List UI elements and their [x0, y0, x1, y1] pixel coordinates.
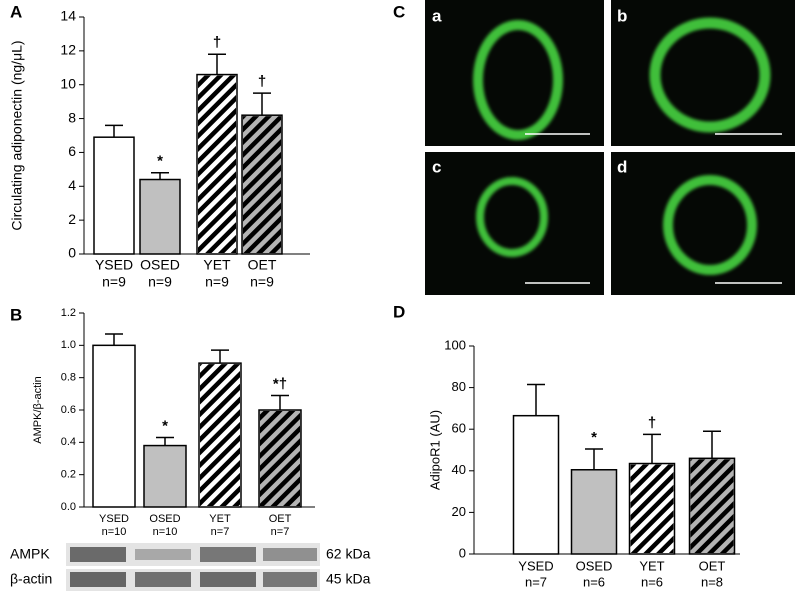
blot-size: 45 kDa	[326, 571, 371, 587]
n-label: n=9	[102, 274, 126, 290]
y-tick-label: 0.2	[61, 469, 76, 481]
panel-label: A	[10, 2, 22, 21]
n-label: n=6	[641, 574, 663, 589]
y-tick-label: 40	[452, 462, 466, 477]
annotation: †	[213, 34, 221, 51]
bar	[93, 136, 135, 255]
image-label: c	[432, 157, 441, 176]
x-tick-label: YET	[639, 558, 664, 573]
image	[425, 152, 604, 295]
panel-label: C	[393, 2, 405, 21]
x-tick-label: YSED	[95, 257, 133, 273]
bar-hatch	[260, 411, 300, 506]
y-tick-label: 6	[68, 143, 76, 159]
annotation: *	[162, 417, 168, 434]
n-label: n=9	[148, 274, 172, 290]
y-tick-label: 1.2	[61, 307, 76, 319]
y-tick-label: 60	[452, 421, 466, 436]
x-tick-label: OSED	[149, 513, 180, 525]
blot-label: β-actin	[10, 571, 52, 587]
annotation: †	[648, 414, 656, 431]
y-tick-label: 1.0	[61, 339, 76, 351]
x-tick-label: YET	[209, 513, 231, 525]
bar	[512, 414, 560, 555]
bar-hatch	[690, 459, 734, 553]
y-tick-label: 0	[68, 245, 76, 261]
x-tick-label: YET	[203, 257, 231, 273]
n-label: n=7	[211, 526, 230, 538]
y-axis-label: AdipoR1 (AU)	[427, 410, 442, 490]
n-label: n=9	[205, 274, 229, 290]
bar-hatch	[630, 464, 674, 553]
n-label: n=10	[153, 526, 178, 538]
x-tick-label: OET	[699, 558, 726, 573]
y-tick-label: 100	[444, 337, 466, 352]
y-tick-label: 0.4	[61, 436, 76, 448]
y-tick-label: 10	[60, 75, 76, 91]
y-tick-label: 0.8	[61, 372, 76, 384]
x-tick-label: OSED	[576, 558, 613, 573]
y-axis-label: AMPK/β-actin	[32, 376, 44, 443]
x-tick-label: YSED	[99, 513, 129, 525]
y-tick-label: 4	[68, 177, 76, 193]
n-label: n=6	[583, 574, 605, 589]
annotation: *	[591, 429, 597, 446]
y-tick-label: 0.6	[61, 404, 76, 416]
y-axis-label: Circulating adiponectin (ng/μL)	[9, 40, 25, 230]
image-label: b	[617, 6, 627, 25]
annotation: †	[258, 73, 266, 90]
y-tick-label: 0.0	[61, 501, 76, 513]
y-tick-label: 0	[459, 545, 466, 560]
annotation: *†	[273, 375, 287, 392]
bar	[92, 344, 136, 508]
n-label: n=10	[102, 526, 127, 538]
bar-hatch	[200, 364, 240, 506]
y-tick-label: 14	[60, 8, 76, 24]
n-label: n=7	[525, 574, 547, 589]
y-tick-label: 20	[452, 504, 466, 519]
y-tick-label: 8	[68, 109, 76, 125]
x-tick-label: OET	[248, 257, 277, 273]
annotation: *	[157, 153, 163, 170]
image-label: d	[617, 157, 627, 176]
image-label: a	[432, 6, 442, 25]
bar	[139, 178, 181, 255]
y-tick-label: 2	[68, 211, 76, 227]
panel-label: B	[10, 305, 22, 324]
bar-hatch	[243, 116, 281, 253]
micrographs	[425, 0, 795, 295]
x-tick-label: YSED	[518, 558, 553, 573]
y-tick-label: 80	[452, 379, 466, 394]
blot-label: AMPK	[10, 546, 50, 562]
bar-hatch	[198, 75, 236, 253]
panel-label: D	[393, 302, 405, 321]
n-label: n=8	[701, 574, 723, 589]
n-label: n=7	[271, 526, 290, 538]
blot	[66, 543, 320, 591]
n-label: n=9	[250, 274, 274, 290]
blot-size: 62 kDa	[326, 546, 371, 562]
bar	[143, 444, 187, 508]
x-tick-label: OSED	[140, 257, 180, 273]
x-tick-label: OET	[269, 513, 292, 525]
y-tick-label: 12	[60, 42, 76, 58]
bar	[570, 469, 618, 555]
